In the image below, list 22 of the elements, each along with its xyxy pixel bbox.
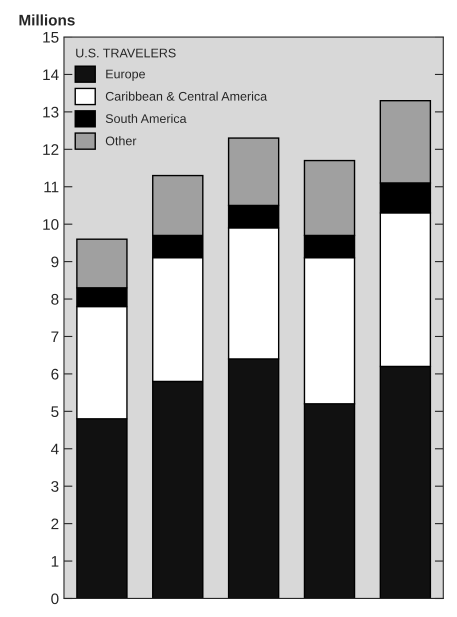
y-tick-label: 15 xyxy=(43,32,58,43)
y-tick-label: 8 xyxy=(51,294,58,305)
legend-label: Caribbean & Central America xyxy=(106,92,268,101)
y-tick-label: 7 xyxy=(51,331,58,342)
y-tick-label: 4 xyxy=(50,444,59,454)
y-tick-label: 14 xyxy=(43,69,59,80)
y-tick-label: 3 xyxy=(51,481,58,492)
y-tick-label: 1 xyxy=(52,556,58,567)
y-axis-title: Millions xyxy=(19,14,75,26)
y-tick-label: 6 xyxy=(51,368,58,380)
y-tick-label: 13 xyxy=(43,106,58,118)
legend-label: South America xyxy=(106,114,187,124)
y-tick-label: 12 xyxy=(43,144,58,155)
y-tick-label: 10 xyxy=(43,219,59,230)
y-tick-label: 5 xyxy=(51,406,58,418)
y-tick-label: 2 xyxy=(51,518,58,530)
legend-title: U.S. TRAVELERS xyxy=(76,48,176,58)
legend-label: Europe xyxy=(106,70,145,81)
y-tick-label: 0 xyxy=(51,593,59,604)
legend-label: Other xyxy=(106,136,136,146)
y-tick-label: 9 xyxy=(51,256,58,268)
y-tick-label: 11 xyxy=(44,182,58,192)
